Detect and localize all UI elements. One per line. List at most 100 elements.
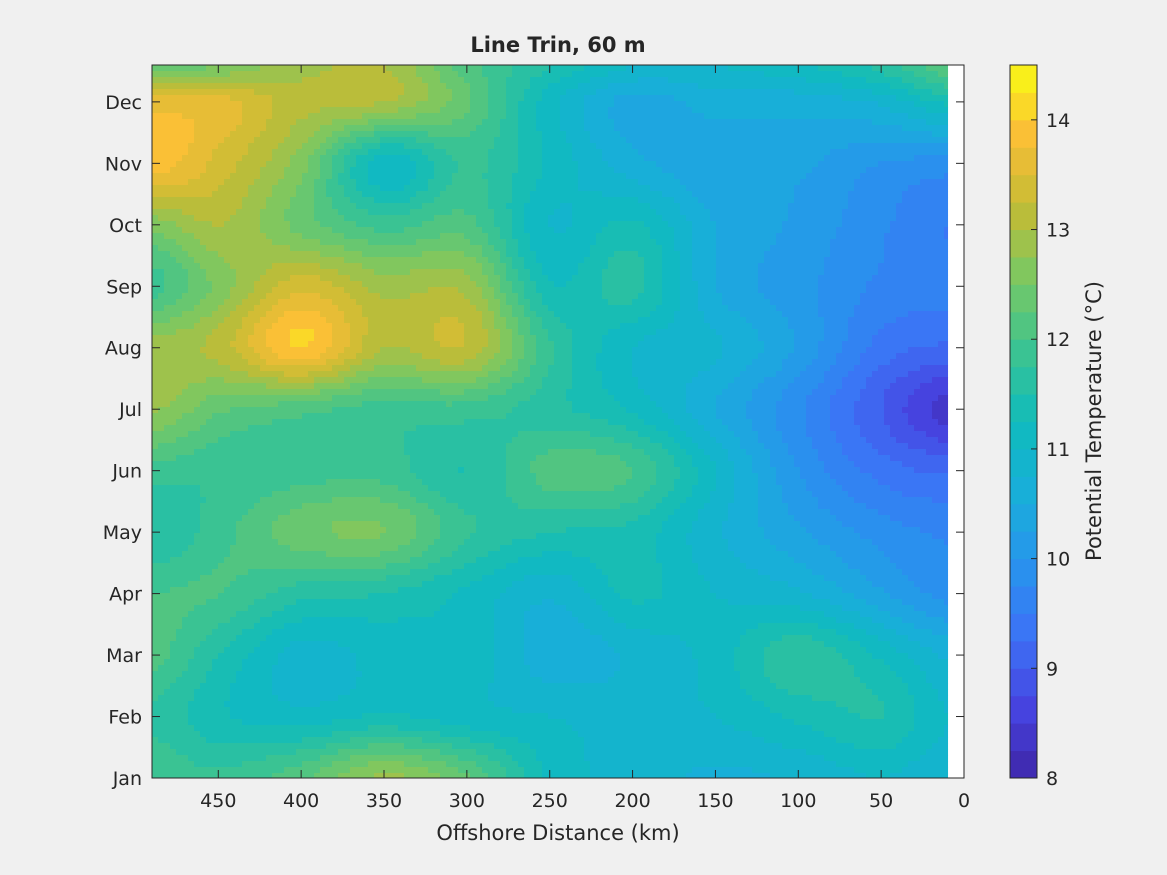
temperature-cell <box>278 275 285 282</box>
temperature-cell <box>254 275 261 282</box>
temperature-cell <box>374 233 381 240</box>
temperature-cell <box>308 209 315 216</box>
temperature-cell <box>188 89 195 96</box>
temperature-cell <box>218 233 225 240</box>
temperature-cell <box>212 275 219 282</box>
temperature-cell <box>374 197 381 204</box>
temperature-cell <box>758 65 765 72</box>
temperature-cell <box>668 131 675 138</box>
temperature-cell <box>752 101 759 108</box>
temperature-cell <box>878 131 885 138</box>
temperature-cell <box>356 149 363 156</box>
temperature-cell <box>188 209 195 216</box>
temperature-cell <box>200 269 207 276</box>
temperature-cell <box>620 161 627 168</box>
temperature-cell <box>692 203 699 210</box>
temperature-cell <box>242 173 249 180</box>
temperature-cell <box>536 191 543 198</box>
temperature-cell <box>842 173 849 180</box>
temperature-cell <box>440 209 447 216</box>
temperature-cell <box>350 149 357 156</box>
temperature-cell <box>380 257 387 264</box>
temperature-cell <box>890 83 897 90</box>
temperature-cell <box>284 233 291 240</box>
temperature-cell <box>644 269 651 276</box>
temperature-cell <box>338 143 345 150</box>
temperature-cell <box>362 221 369 228</box>
temperature-cell <box>164 287 171 294</box>
temperature-cell <box>260 245 267 252</box>
temperature-cell <box>254 143 261 150</box>
temperature-cell <box>704 161 711 168</box>
temperature-cell <box>758 269 765 276</box>
temperature-cell <box>830 233 837 240</box>
temperature-cell <box>692 215 699 222</box>
temperature-cell <box>488 173 495 180</box>
temperature-cell <box>716 209 723 216</box>
temperature-cell <box>920 233 927 240</box>
temperature-cell <box>902 155 909 162</box>
temperature-cell <box>764 65 771 72</box>
temperature-cell <box>584 215 591 222</box>
temperature-cell <box>524 119 531 126</box>
temperature-cell <box>272 71 279 78</box>
temperature-cell <box>398 203 405 210</box>
temperature-cell <box>560 263 567 270</box>
temperature-cell <box>308 245 315 252</box>
temperature-cell <box>644 221 651 228</box>
temperature-cell <box>512 197 519 204</box>
temperature-cell <box>800 149 807 156</box>
temperature-cell <box>944 221 949 228</box>
temperature-cell <box>662 215 669 222</box>
temperature-cell <box>440 269 447 276</box>
temperature-cell <box>404 71 411 78</box>
temperature-cell <box>326 113 333 120</box>
temperature-cell <box>260 71 267 78</box>
temperature-cell <box>704 263 711 270</box>
temperature-cell <box>650 227 657 234</box>
temperature-cell <box>602 125 609 132</box>
temperature-cell <box>518 161 525 168</box>
temperature-cell <box>512 287 519 294</box>
temperature-cell <box>380 221 387 228</box>
temperature-cell <box>410 89 417 96</box>
temperature-cell <box>350 167 357 174</box>
temperature-cell <box>242 107 249 114</box>
temperature-cell <box>524 101 531 108</box>
temperature-cell <box>164 269 171 276</box>
temperature-cell <box>830 239 837 246</box>
temperature-cell <box>224 257 231 264</box>
temperature-cell <box>896 281 903 288</box>
temperature-cell <box>176 239 183 246</box>
temperature-cell <box>380 125 387 132</box>
temperature-cell <box>728 275 735 282</box>
temperature-cell <box>788 83 795 90</box>
temperature-cell <box>284 107 291 114</box>
temperature-cell <box>788 257 795 264</box>
temperature-cell <box>632 65 639 72</box>
temperature-cell <box>470 281 477 288</box>
temperature-cell <box>470 107 477 114</box>
temperature-cell <box>944 251 949 258</box>
temperature-cell <box>536 65 543 72</box>
temperature-cell <box>350 287 357 294</box>
temperature-cell <box>644 137 651 144</box>
temperature-cell <box>818 191 825 198</box>
temperature-cell <box>410 131 417 138</box>
temperature-cell <box>734 245 741 252</box>
temperature-cell <box>896 101 903 108</box>
temperature-cell <box>638 269 645 276</box>
temperature-cell <box>404 275 411 282</box>
temperature-cell <box>734 281 741 288</box>
temperature-cell <box>350 179 357 186</box>
temperature-cell <box>440 287 447 294</box>
temperature-cell <box>554 269 561 276</box>
temperature-cell <box>440 65 447 72</box>
temperature-cell <box>614 143 621 150</box>
temperature-cell <box>878 281 885 288</box>
temperature-cell <box>614 137 621 144</box>
temperature-cell <box>272 167 279 174</box>
temperature-cell <box>692 95 699 102</box>
temperature-cell <box>776 275 783 282</box>
temperature-cell <box>482 179 489 186</box>
